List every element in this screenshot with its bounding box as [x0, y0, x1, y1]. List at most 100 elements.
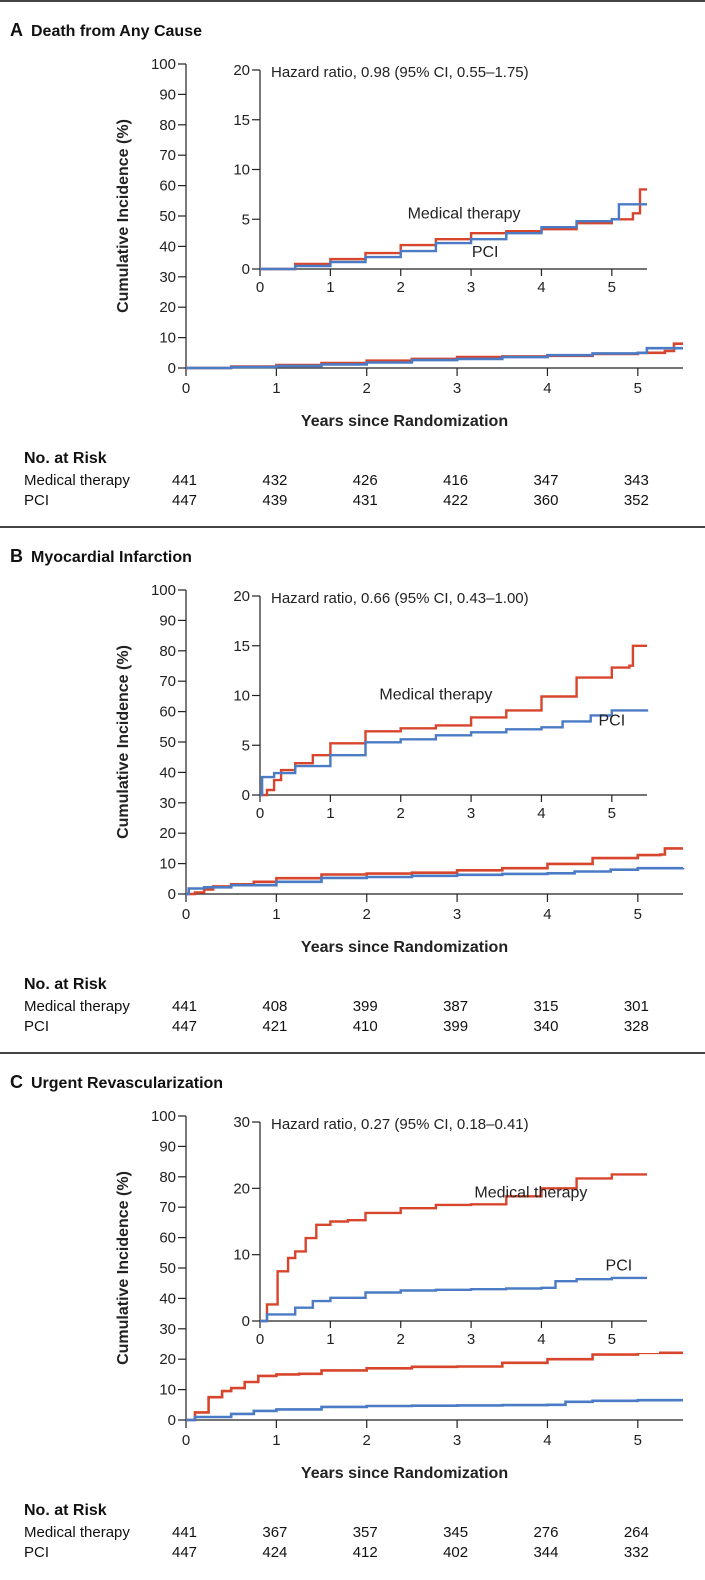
y-axis-label: Cumulative Incidence (%)	[115, 119, 132, 313]
risk-table-title: No. at Risk	[24, 1502, 107, 1519]
risk-row-pci-label: PCI	[24, 1544, 50, 1561]
x-tick-label: 0	[182, 380, 190, 397]
inset-x-tick-label: 2	[397, 279, 405, 296]
risk-count-pci: 424	[262, 1544, 288, 1561]
inset-y-tick-label: 10	[233, 162, 250, 179]
y-tick-label: 50	[159, 1260, 176, 1277]
panel-title: Myocardial Infarction	[31, 549, 192, 566]
inset-x-tick-label: 3	[467, 279, 475, 296]
y-tick-label: 100	[151, 1108, 176, 1125]
panel-title: Urgent Revascularization	[31, 1075, 224, 1092]
inset-y-tick-label: 10	[233, 1247, 250, 1264]
risk-count-medical: 432	[262, 472, 288, 489]
risk-count-medical: 343	[623, 472, 649, 489]
series-label: PCI	[598, 712, 625, 729]
y-tick-label: 10	[159, 330, 176, 347]
risk-count-pci: 447	[172, 1018, 198, 1035]
x-tick-label: 1	[272, 906, 280, 923]
inset-x-tick-label: 4	[537, 1331, 545, 1348]
y-axis-label: Cumulative Incidence (%)	[115, 1171, 132, 1365]
risk-row-medical-label: Medical therapy	[24, 1524, 130, 1541]
risk-count-pci: 421	[262, 1018, 288, 1035]
x-tick-label: 4	[543, 1432, 551, 1449]
y-tick-label: 70	[159, 1199, 176, 1216]
inset-x-tick-label: 5	[608, 1331, 616, 1348]
risk-count-medical: 408	[262, 998, 288, 1015]
risk-row-medical-label: Medical therapy	[24, 998, 130, 1015]
inset-y-tick-label: 10	[233, 688, 250, 705]
inset-km-curve-medical	[260, 188, 647, 271]
panel-letter: B	[10, 546, 23, 566]
panel-letter: C	[10, 1072, 23, 1092]
risk-count-medical: 416	[443, 472, 469, 489]
x-tick-label: 3	[453, 380, 461, 397]
inset-y-tick-label: 15	[233, 112, 250, 129]
risk-count-medical: 345	[443, 1524, 469, 1541]
risk-count-medical: 264	[623, 1524, 649, 1541]
inset-y-tick-label: 0	[242, 261, 250, 278]
y-tick-label: 80	[159, 117, 176, 134]
y-tick-label: 20	[159, 825, 176, 842]
inset-x-tick-label: 1	[326, 1331, 334, 1348]
inset-y-tick-label: 5	[242, 737, 250, 754]
x-tick-label: 0	[182, 906, 190, 923]
y-tick-label: 30	[159, 1321, 176, 1338]
inset-background	[224, 582, 659, 827]
hazard-ratio-annotation: Hazard ratio, 0.27 (95% CI, 0.18–0.41)	[271, 1116, 529, 1133]
risk-count-pci: 332	[623, 1544, 649, 1561]
risk-count-medical: 426	[352, 472, 378, 489]
hazard-ratio-annotation: Hazard ratio, 0.66 (95% CI, 0.43–1.00)	[271, 590, 529, 607]
series-label: PCI	[472, 244, 499, 261]
x-tick-label: 1	[272, 380, 280, 397]
inset-y-tick-label: 30	[233, 1114, 250, 1131]
y-tick-label: 10	[159, 856, 176, 873]
inset-y-tick-label: 0	[242, 1313, 250, 1330]
y-tick-label: 40	[159, 238, 176, 255]
inset-x-tick-label: 3	[467, 1331, 475, 1348]
y-tick-label: 60	[159, 178, 176, 195]
inset-km-curve-pci	[260, 203, 647, 271]
series-label: Medical therapy	[379, 686, 492, 703]
risk-count-medical: 315	[533, 998, 559, 1015]
risk-count-pci: 447	[172, 1544, 198, 1561]
inset-x-tick-label: 1	[326, 805, 334, 822]
inset-x-tick-label: 0	[256, 805, 264, 822]
panel-a: A Death from Any Cause 0 10 20 30 40 50 60 70 80…	[0, 0, 705, 526]
inset-km-curve-medical	[260, 644, 647, 797]
inset-x-tick-label: 5	[608, 279, 616, 296]
inset-x-tick-label: 4	[537, 279, 545, 296]
y-tick-label: 30	[159, 269, 176, 286]
y-tick-label: 0	[168, 360, 176, 377]
x-tick-label: 5	[634, 380, 642, 397]
inset-y-tick-label: 0	[242, 787, 250, 804]
y-tick-label: 50	[159, 734, 176, 751]
inset-x-tick-label: 2	[397, 805, 405, 822]
risk-count-medical: 441	[172, 998, 198, 1015]
inset-x-tick-label: 2	[397, 1331, 405, 1348]
risk-count-pci: 340	[533, 1018, 559, 1035]
inset-x-tick-label: 0	[256, 279, 264, 296]
x-tick-label: 4	[543, 906, 551, 923]
risk-count-pci: 402	[443, 1544, 469, 1561]
y-tick-label: 100	[151, 56, 176, 73]
panel-header: B Myocardial Infarction	[10, 546, 192, 567]
risk-count-pci: 447	[172, 492, 198, 509]
risk-count-medical: 357	[352, 1524, 378, 1541]
x-tick-label: 3	[453, 906, 461, 923]
risk-count-medical: 301	[623, 998, 649, 1015]
risk-count-medical: 387	[443, 998, 469, 1015]
km-curve-pci	[186, 346, 683, 370]
x-axis-label: Years since Randomization	[301, 413, 508, 430]
risk-count-pci: 412	[352, 1544, 378, 1561]
risk-count-pci: 422	[443, 492, 469, 509]
y-tick-label: 60	[159, 704, 176, 721]
km-curve-medical	[186, 342, 683, 370]
series-label: Medical therapy	[408, 205, 521, 222]
y-tick-label: 50	[159, 208, 176, 225]
km-curve-medical	[186, 1351, 683, 1422]
panel-header: C Urgent Revascularization	[10, 1072, 223, 1093]
inset-x-tick-label: 5	[608, 805, 616, 822]
inset-x-tick-label: 0	[256, 1331, 264, 1348]
y-tick-label: 100	[151, 582, 176, 599]
